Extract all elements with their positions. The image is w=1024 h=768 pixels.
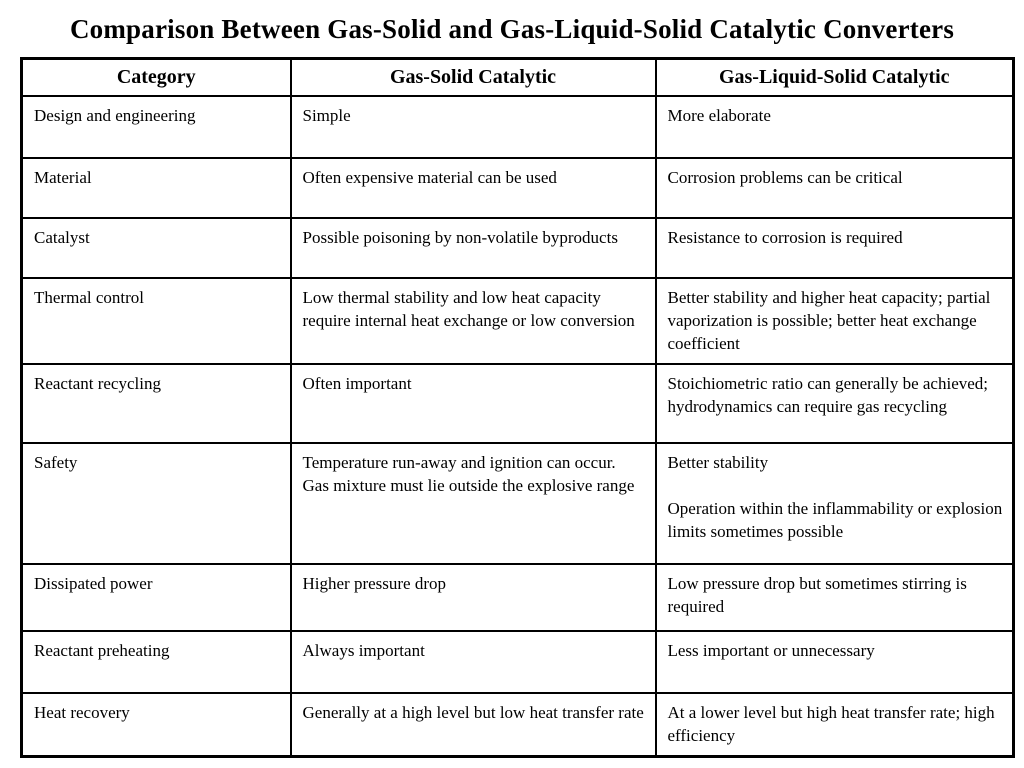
cell-gas-liquid-solid: Better stability Operation within the in…: [654, 441, 1015, 565]
cell-gas-solid: Often important: [289, 362, 657, 444]
cell-category: Catalyst: [20, 216, 292, 279]
cell-gas-solid: Higher pressure drop: [289, 562, 657, 632]
page-title: Comparison Between Gas-Solid and Gas-Liq…: [69, 14, 955, 44]
cell-gas-solid: Low thermal stability and low heat capac…: [289, 276, 657, 365]
cell-category: Reactant preheating: [20, 629, 292, 694]
comparison-table: Category Gas-Solid Catalytic Gas-Liquid-…: [20, 57, 1015, 758]
cell-category: Material: [20, 156, 292, 219]
cell-category: Reactant recycling: [20, 362, 292, 444]
header-gas-solid: Gas-Solid Catalytic: [289, 57, 657, 97]
cell-category: Thermal control: [20, 276, 292, 365]
cell-gas-liquid-solid: Stoichiometric ratio can generally be ac…: [654, 362, 1015, 444]
cell-category: Dissipated power: [20, 562, 292, 632]
table-row: Heat recovery Generally at a high level …: [20, 691, 1015, 757]
header-category: Category: [20, 57, 292, 97]
cell-category: Safety: [20, 441, 292, 565]
table-row: Reactant preheating Always important Les…: [20, 629, 1015, 694]
cell-gas-liquid-solid: Low pressure drop but sometimes stirring…: [654, 562, 1015, 632]
cell-gas-liquid-solid: Better stability and higher heat capacit…: [654, 276, 1015, 365]
cell-gas-solid: Generally at a high level but low heat t…: [289, 691, 657, 757]
cell-gas-solid: Always important: [289, 629, 657, 694]
table-row: Dissipated power Higher pressure drop Lo…: [20, 562, 1015, 632]
cell-gas-solid: Often expensive material can be used: [289, 156, 657, 219]
table-row: Thermal control Low thermal stability an…: [20, 276, 1015, 365]
cell-gas-solid: Simple: [289, 94, 657, 159]
slide: Comparison Between Gas-Solid and Gas-Liq…: [0, 14, 1024, 768]
table-row: Catalyst Possible poisoning by non-volat…: [20, 216, 1015, 279]
header-gas-liquid-solid: Gas-Liquid-Solid Catalytic: [654, 57, 1015, 97]
table-row: Reactant recycling Often important Stoic…: [20, 362, 1015, 444]
cell-category: Heat recovery: [20, 691, 292, 757]
cell-gas-liquid-solid: At a lower level but high heat transfer …: [654, 691, 1015, 757]
cell-gas-solid: Possible poisoning by non-volatile bypro…: [289, 216, 657, 279]
cell-gas-liquid-solid: Corrosion problems can be critical: [654, 156, 1015, 219]
table-row: Safety Temperature run-away and ignition…: [20, 441, 1015, 565]
cell-gas-liquid-solid: Resistance to corrosion is required: [654, 216, 1015, 279]
cell-gas-liquid-solid: More elaborate: [654, 94, 1015, 159]
table-row: Design and engineering Simple More elabo…: [20, 94, 1015, 159]
cell-gas-liquid-solid: Less important or unnecessary: [654, 629, 1015, 694]
cell-category: Design and engineering: [20, 94, 292, 159]
table-header-row: Category Gas-Solid Catalytic Gas-Liquid-…: [20, 57, 1015, 97]
table-row: Material Often expensive material can be…: [20, 156, 1015, 219]
cell-gas-solid: Temperature run-away and ignition can oc…: [289, 441, 657, 565]
